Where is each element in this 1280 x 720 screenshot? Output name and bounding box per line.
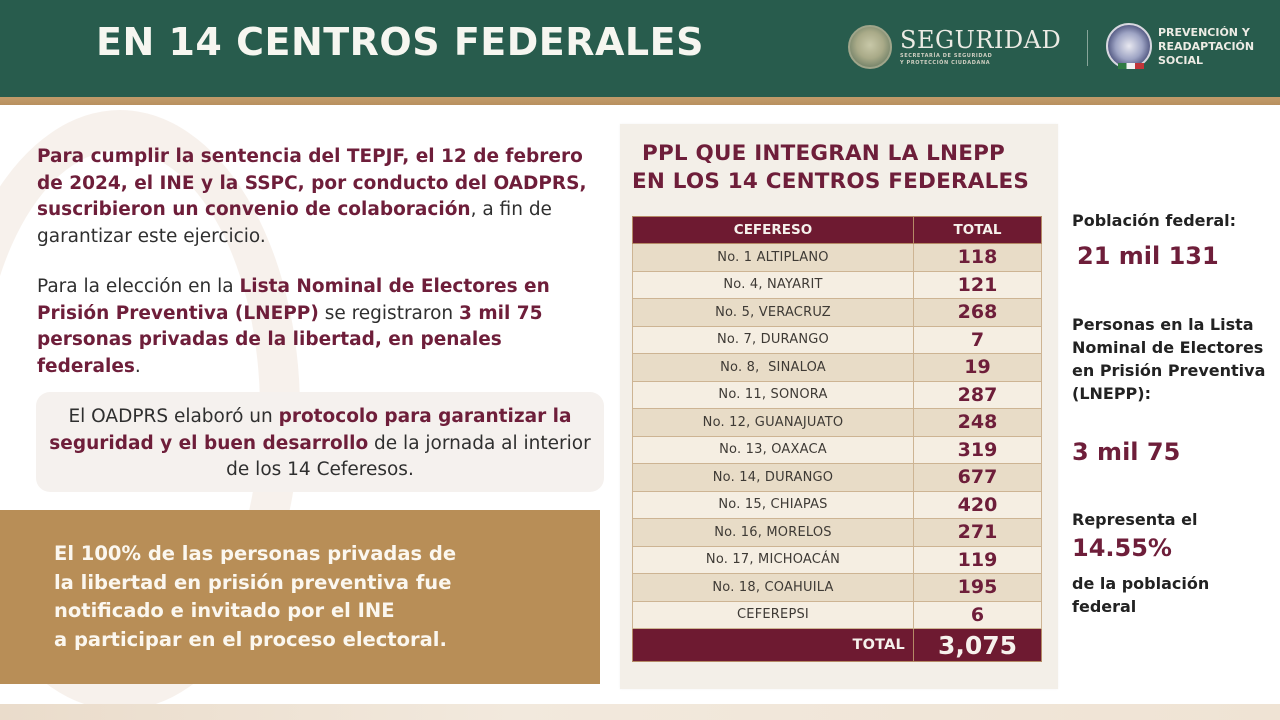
prs-logo-text: PREVENCIÓN Y READAPTACIÓN SOCIAL (1158, 26, 1254, 68)
table-row: No. 7, DURANGO 7 (632, 325, 1042, 354)
cefereso-total: 119 (913, 545, 1042, 574)
table-row: No. 16, MORELOS 271 (632, 518, 1042, 547)
lnepp-text-1: Para la elección en la (37, 276, 240, 297)
cefereso-total: 121 (913, 270, 1042, 299)
table-row: No. 11, SONORA 287 (632, 380, 1042, 409)
poblacion-federal-value: 21 mil 131 (1077, 242, 1219, 270)
column-header-total: TOTAL (913, 216, 1042, 244)
cefereso-name: No. 14, DURANGO (632, 463, 914, 492)
cefereso-name: No. 7, DURANGO (632, 325, 914, 354)
convenio-normal-text: , a fin de garantizar este ejercicio. (37, 199, 552, 247)
lnepp-count-label: Personas en la Lista Nominal de Electore… (1072, 315, 1266, 403)
prs-line-2: READAPTACIÓN (1158, 40, 1255, 53)
lnepp-bold-1: Lista Nominal de Electores en Prisión Pr… (37, 276, 550, 324)
notification-text: El 100% de las personas privadas de la l… (54, 540, 574, 654)
protocol-box (36, 392, 604, 492)
table-row: No. 13, OAXACA 319 (632, 435, 1042, 464)
table-title-line-1: PPL QUE INTEGRAN LA LNEPP (642, 141, 1005, 166)
notification-box (0, 510, 600, 684)
notification-line-2: la libertad en prisión preventiva fue (54, 570, 452, 594)
table-row: No. 5, VERACRUZ 268 (632, 298, 1042, 327)
lnepp-text-2: se registraron (318, 302, 460, 324)
lnepp-paragraph: Para la elección en la Lista Nominal de … (37, 274, 612, 380)
prs-line-3: SOCIAL (1158, 54, 1203, 67)
table-row: No. 4, NAYARIT 121 (632, 270, 1042, 299)
lnepp-bold-2: 3 mil 75 personas privadas de la liberta… (37, 302, 543, 377)
cefereso-name: No. 11, SONORA (632, 380, 914, 409)
lnepp-text-3: . (134, 355, 141, 377)
table-header-row: CEFERESO TOTAL (632, 216, 1042, 244)
cefereso-total: 271 (913, 518, 1042, 547)
total-value: 3,075 (913, 628, 1042, 662)
logo-divider (1087, 30, 1088, 66)
cefereso-total: 420 (913, 490, 1042, 519)
table-row: No. 14, DURANGO 677 (632, 463, 1042, 492)
mexican-flag-ribbon-icon (1118, 63, 1144, 69)
table-row: No. 8, SINALOA 19 (632, 353, 1042, 382)
cefereso-name: No. 17, MICHOACÁN (632, 545, 914, 574)
cefereso-name: No. 15, CHIAPAS (632, 490, 914, 519)
cefereso-total: 6 (913, 600, 1042, 629)
column-header-cefereso: CEFERESO (632, 216, 914, 244)
seguridad-subtitle-1: SECRETARÍA DE SEGURIDAD (900, 53, 993, 59)
prs-line-1: PREVENCIÓN Y (1158, 26, 1250, 39)
table-row: No. 15, CHIAPAS 420 (632, 490, 1042, 519)
bottom-band (0, 704, 1280, 720)
notification-line-4: a participar en el proceso electoral. (54, 627, 447, 651)
page-title: EN 14 CENTROS FEDERALES (96, 20, 704, 64)
table-row: No. 17, MICHOACÁN 119 (632, 545, 1042, 574)
header-gold-stripe (0, 97, 1280, 105)
representa-percentage: 14.55% (1072, 534, 1172, 562)
seguridad-logo: SEGURIDAD SECRETARÍA DE SEGURIDAD Y PROT… (848, 22, 1061, 72)
convenio-paragraph: Para cumplir la sentencia del TEPJF, el … (37, 144, 612, 250)
cefereso-total: 268 (913, 298, 1042, 327)
total-label: TOTAL (632, 628, 914, 662)
cefereso-total: 118 (913, 243, 1042, 272)
cefereso-total: 19 (913, 353, 1042, 382)
protocol-bold: protocolo para garantizar la seguridad y… (49, 406, 572, 454)
cefereso-name: No. 16, MORELOS (632, 518, 914, 547)
cefereso-name: No. 5, VERACRUZ (632, 298, 914, 327)
seguridad-wordmark: SEGURIDAD (900, 26, 1062, 54)
notification-line-1: El 100% de las personas privadas de (54, 542, 457, 565)
table-row: No. 1 ALTIPLANO 118 (632, 243, 1042, 272)
cefereso-total: 287 (913, 380, 1042, 409)
table-row: No. 12, GUANAJUATO 248 (632, 408, 1042, 437)
prs-seal-icon (1106, 23, 1152, 69)
cefereso-name: No. 18, COAHUILA (632, 573, 914, 602)
table-title: PPL QUE INTEGRAN LA LNEPP EN LOS 14 CENT… (632, 140, 1052, 196)
cefereso-total: 195 (913, 573, 1042, 602)
protocol-paragraph: El OADPRS elaboró un protocolo para gara… (36, 404, 604, 484)
seguridad-subtitle-2: Y PROTECCIÓN CIUDADANA (900, 60, 991, 66)
cefereso-name: No. 1 ALTIPLANO (632, 243, 914, 272)
cefereso-total: 7 (913, 325, 1042, 354)
cefereso-name: No. 12, GUANAJUATO (632, 408, 914, 437)
cefereso-name: No. 4, NAYARIT (632, 270, 914, 299)
header-bar (0, 0, 1280, 97)
cefereso-total: 677 (913, 463, 1042, 492)
cefereso-name: CEFEREPSI (632, 600, 914, 629)
poblacion-federal-label: Población federal: (1072, 211, 1237, 230)
representa-tail: de la población federal (1072, 574, 1210, 616)
table-total-row: TOTAL 3,075 (632, 628, 1042, 662)
table-title-line-2: EN LOS 14 CENTROS FEDERALES (632, 169, 1030, 194)
representa-label: Representa el (1072, 510, 1198, 529)
protocol-text-2: de la jornada al interior de los 14 Cefe… (226, 432, 591, 481)
convenio-bold-text: Para cumplir la sentencia del TEPJF, el … (37, 146, 587, 220)
cefereso-total: 248 (913, 408, 1042, 437)
cefereso-name: No. 13, OAXACA (632, 435, 914, 464)
notification-line-3: notificado e invitado por el INE (54, 599, 395, 622)
lnepp-count-value: 3 mil 75 (1072, 438, 1181, 466)
protocol-text-1: El OADPRS elaboró un (68, 406, 279, 427)
cefereso-name: No. 8, SINALOA (632, 353, 914, 382)
cefereso-total: 319 (913, 435, 1042, 464)
table-row: CEFEREPSI 6 (632, 600, 1042, 629)
ceferesos-table: CEFERESO TOTAL No. 1 ALTIPLANO 118 No. 4,… (632, 216, 1042, 662)
mexico-coat-of-arms-icon (848, 25, 892, 69)
table-row: No. 18, COAHUILA 195 (632, 573, 1042, 602)
